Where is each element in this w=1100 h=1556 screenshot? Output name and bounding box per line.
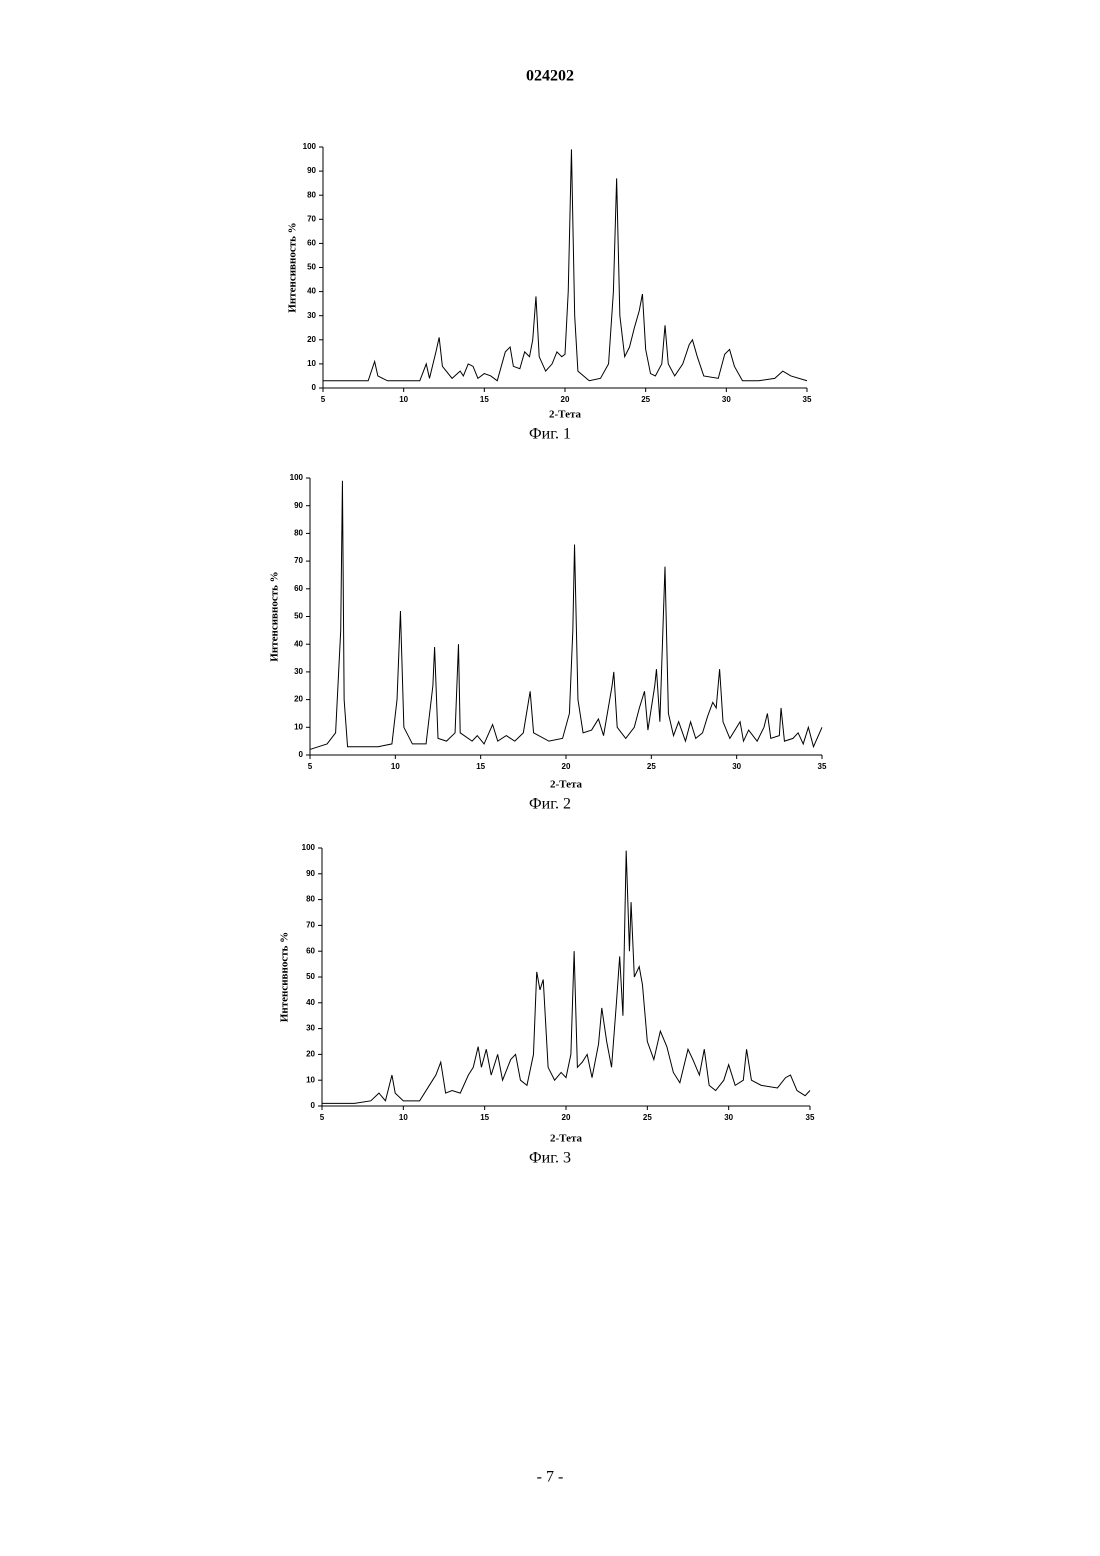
y-tick-label: 100 xyxy=(303,142,317,151)
x-tick-label: 30 xyxy=(724,1113,733,1122)
x-tick-label: 35 xyxy=(806,1113,815,1122)
data-line xyxy=(310,481,822,750)
y-tick-label: 40 xyxy=(307,287,316,296)
y-tick-label: 50 xyxy=(306,972,315,981)
y-tick-label: 0 xyxy=(299,750,304,759)
y-tick-label: 70 xyxy=(307,214,316,223)
x-tick-label: 25 xyxy=(647,762,656,771)
x-axis-label: 2-Тета xyxy=(549,409,582,421)
x-tick-label: 25 xyxy=(641,395,650,404)
x-tick-label: 10 xyxy=(399,395,408,404)
y-tick-label: 90 xyxy=(294,501,303,510)
y-tick-label: 100 xyxy=(302,843,316,852)
y-tick-label: 70 xyxy=(294,556,303,565)
x-tick-label: 20 xyxy=(561,395,570,404)
chart: 0 10 20 30 40 50 60 70 80 90 100 5 10 15 20 25 30 35 Интен… xyxy=(269,473,827,813)
x-tick-label: 15 xyxy=(480,1113,489,1122)
x-tick-label: 5 xyxy=(320,1113,325,1122)
y-tick-label: 80 xyxy=(306,895,315,904)
y-tick-label: 40 xyxy=(294,639,303,648)
y-tick-label: 0 xyxy=(311,1101,316,1110)
x-tick-label: 15 xyxy=(476,762,485,771)
y-tick-label: 10 xyxy=(294,722,303,731)
y-tick-label: 100 xyxy=(290,473,304,482)
x-tick-label: 20 xyxy=(562,762,571,771)
y-tick-label: 60 xyxy=(307,239,316,248)
x-axis-label: 2-Тета xyxy=(550,1133,583,1145)
x-tick-label: 30 xyxy=(722,395,731,404)
y-tick-label: 90 xyxy=(307,166,316,175)
y-tick-label: 50 xyxy=(307,263,316,272)
y-tick-label: 30 xyxy=(294,667,303,676)
y-tick-label: 50 xyxy=(294,612,303,621)
page-number: - 7 - xyxy=(537,1469,564,1486)
chart: 0 10 20 30 40 50 60 70 80 90 100 5 10 15 20 25 30 35 Интен… xyxy=(287,142,812,443)
y-tick-label: 80 xyxy=(307,190,316,199)
y-axis-label: Интенсивность % xyxy=(279,932,291,1022)
x-axis-label: 2-Тета xyxy=(550,779,583,791)
data-line xyxy=(322,851,810,1104)
y-tick-label: 10 xyxy=(307,359,316,368)
figure-caption: Фиг. 1 xyxy=(529,426,571,443)
y-tick-label: 90 xyxy=(306,869,315,878)
x-tick-label: 35 xyxy=(803,395,812,404)
y-tick-label: 30 xyxy=(306,1024,315,1033)
y-tick-label: 60 xyxy=(294,584,303,593)
y-tick-label: 70 xyxy=(306,921,315,930)
y-tick-label: 20 xyxy=(307,335,316,344)
x-tick-label: 25 xyxy=(643,1113,652,1122)
y-tick-label: 20 xyxy=(306,1050,315,1059)
x-tick-label: 30 xyxy=(732,762,741,771)
y-tick-label: 0 xyxy=(312,383,317,392)
x-tick-label: 5 xyxy=(308,762,313,771)
figure-caption: Фиг. 3 xyxy=(529,1150,571,1167)
chart: 0 10 20 30 40 50 60 70 80 90 100 5 10 15 20 25 30 35 Интен… xyxy=(279,843,815,1167)
y-axis-label: Интенсивность % xyxy=(269,571,281,661)
header: 024202 xyxy=(526,68,574,85)
page: 024202 - 7 - 010203040506070809010051015… xyxy=(0,0,1100,1556)
x-tick-label: 20 xyxy=(562,1113,571,1122)
y-tick-label: 10 xyxy=(306,1075,315,1084)
data-line xyxy=(323,149,807,380)
x-tick-label: 10 xyxy=(399,1113,408,1122)
x-tick-label: 35 xyxy=(818,762,827,771)
document: 024202 - 7 - 010203040506070809010051015… xyxy=(0,0,1100,1556)
x-tick-label: 10 xyxy=(391,762,400,771)
y-tick-label: 30 xyxy=(307,311,316,320)
y-tick-label: 40 xyxy=(306,998,315,1007)
y-tick-label: 80 xyxy=(294,529,303,538)
y-tick-label: 20 xyxy=(294,695,303,704)
x-tick-label: 15 xyxy=(480,395,489,404)
y-tick-label: 60 xyxy=(306,946,315,955)
figure-caption: Фиг. 2 xyxy=(529,796,571,813)
x-tick-label: 5 xyxy=(321,395,326,404)
y-axis-label: Интенсивность % xyxy=(287,222,299,312)
